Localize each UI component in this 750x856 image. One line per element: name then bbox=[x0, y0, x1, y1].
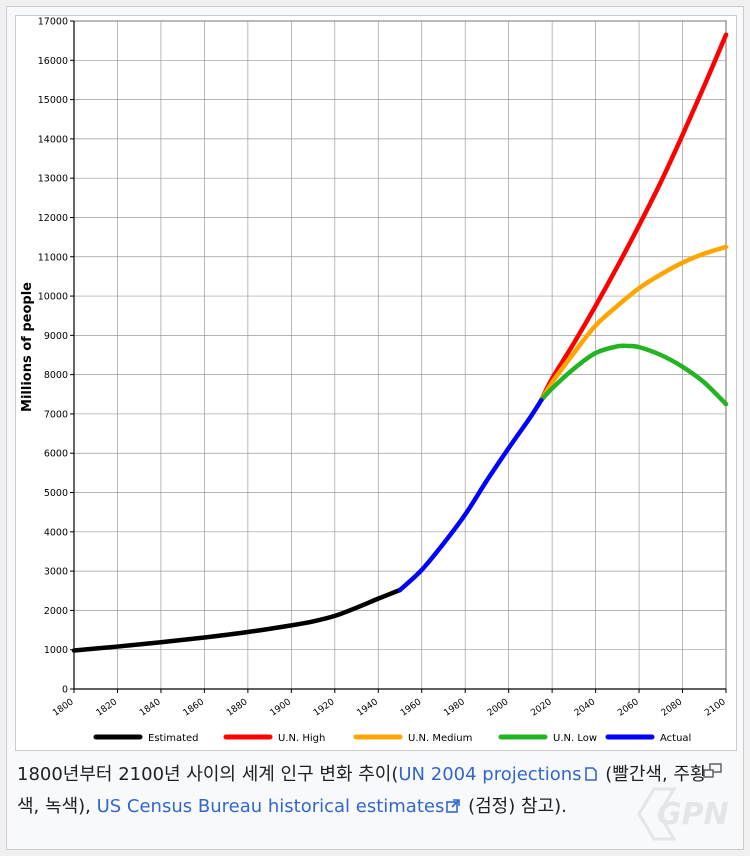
x-tick-label: 2100 bbox=[703, 697, 728, 718]
y-tick-label: 13000 bbox=[38, 174, 68, 185]
y-tick-label: 11000 bbox=[38, 252, 68, 263]
y-tick-label: 8000 bbox=[44, 370, 68, 381]
enlarge-icon[interactable] bbox=[703, 763, 723, 779]
y-tick-label: 12000 bbox=[38, 213, 68, 224]
y-tick-label: 0 bbox=[62, 685, 68, 696]
caption-text-2: (빨간색, 주황색, 녹색), bbox=[17, 764, 707, 817]
caption-text-3: (검정) 참고). bbox=[462, 796, 567, 817]
y-tick-label: 6000 bbox=[44, 449, 68, 460]
y-tick-label: 17000 bbox=[38, 17, 68, 28]
series-lines bbox=[71, 32, 729, 653]
x-tick-label: 1860 bbox=[182, 697, 207, 718]
population-chart: 1800 1820 1840 1860 1880 1900 1920 1940 1960 1980… bbox=[20, 17, 729, 744]
us-census-bureau-link[interactable]: US Census Bureau historical estimates bbox=[96, 796, 445, 817]
legend-label-u-n-low: U.N. Low bbox=[553, 733, 597, 744]
y-tick-label: 14000 bbox=[38, 134, 68, 145]
series-u-n-low bbox=[539, 343, 729, 407]
series-actual bbox=[397, 397, 544, 593]
un-2004-projections-link[interactable]: UN 2004 projections bbox=[398, 764, 582, 785]
legend: Estimated U.N. High U.N. Medium U.N. Low Act… bbox=[93, 733, 691, 744]
series-estimated bbox=[71, 587, 403, 653]
x-tick-label: 2060 bbox=[616, 697, 641, 718]
grid bbox=[73, 20, 727, 690]
x-tick-label: 2040 bbox=[573, 697, 598, 718]
file-icon bbox=[584, 767, 597, 781]
legend-label-actual: Actual bbox=[660, 733, 691, 744]
y-tick-label: 2000 bbox=[44, 606, 68, 617]
external-link-icon bbox=[446, 799, 461, 813]
series-u-n-medium bbox=[539, 244, 729, 403]
x-tick-label: 1840 bbox=[138, 697, 163, 718]
x-tick-label: 1820 bbox=[95, 697, 120, 718]
legend-label-u-n-medium: U.N. Medium bbox=[408, 733, 472, 744]
y-tick-label: 3000 bbox=[44, 567, 68, 578]
x-tick-label: 1900 bbox=[269, 697, 294, 718]
legend-label-u-n-high: U.N. High bbox=[278, 733, 325, 744]
x-tick-label: 1800 bbox=[51, 697, 76, 718]
image-frame: 1800 1820 1840 1860 1880 1900 1920 1940 1960 1980… bbox=[6, 6, 744, 850]
y-tick-label: 15000 bbox=[38, 95, 68, 106]
x-tick-label: 1980 bbox=[442, 697, 467, 718]
y-tick-label: 7000 bbox=[44, 409, 68, 420]
y-tick-label: 5000 bbox=[44, 488, 68, 499]
x-tick-label: 2000 bbox=[486, 697, 511, 718]
y-tick-label: 16000 bbox=[38, 56, 68, 67]
x-tick-label: 2080 bbox=[660, 697, 685, 718]
figure-caption: 1800년부터 2100년 사이의 세계 인구 변화 추이(UN 2004 pr… bbox=[17, 759, 707, 823]
series-u-n-high bbox=[539, 32, 729, 403]
x-tick-label: 1920 bbox=[312, 697, 337, 718]
plot-area bbox=[73, 20, 727, 690]
legend-label-estimated: Estimated bbox=[148, 733, 199, 744]
y-tick-label: 9000 bbox=[44, 331, 68, 342]
x-tick-label: 2020 bbox=[529, 697, 554, 718]
x-tick-label: 1940 bbox=[355, 697, 380, 718]
y-tick-label: 10000 bbox=[38, 292, 68, 303]
x-tick-label: 1880 bbox=[225, 697, 250, 718]
x-tick-label: 1960 bbox=[399, 697, 424, 718]
y-axis-label: Millions of people bbox=[20, 282, 35, 412]
y-tick-label: 4000 bbox=[44, 527, 68, 538]
caption-text-1: 1800년부터 2100년 사이의 세계 인구 변화 추이( bbox=[17, 764, 399, 785]
y-tick-label: 1000 bbox=[44, 645, 68, 656]
chart-container: 1800 1820 1840 1860 1880 1900 1920 1940 1960 1980… bbox=[15, 15, 737, 751]
